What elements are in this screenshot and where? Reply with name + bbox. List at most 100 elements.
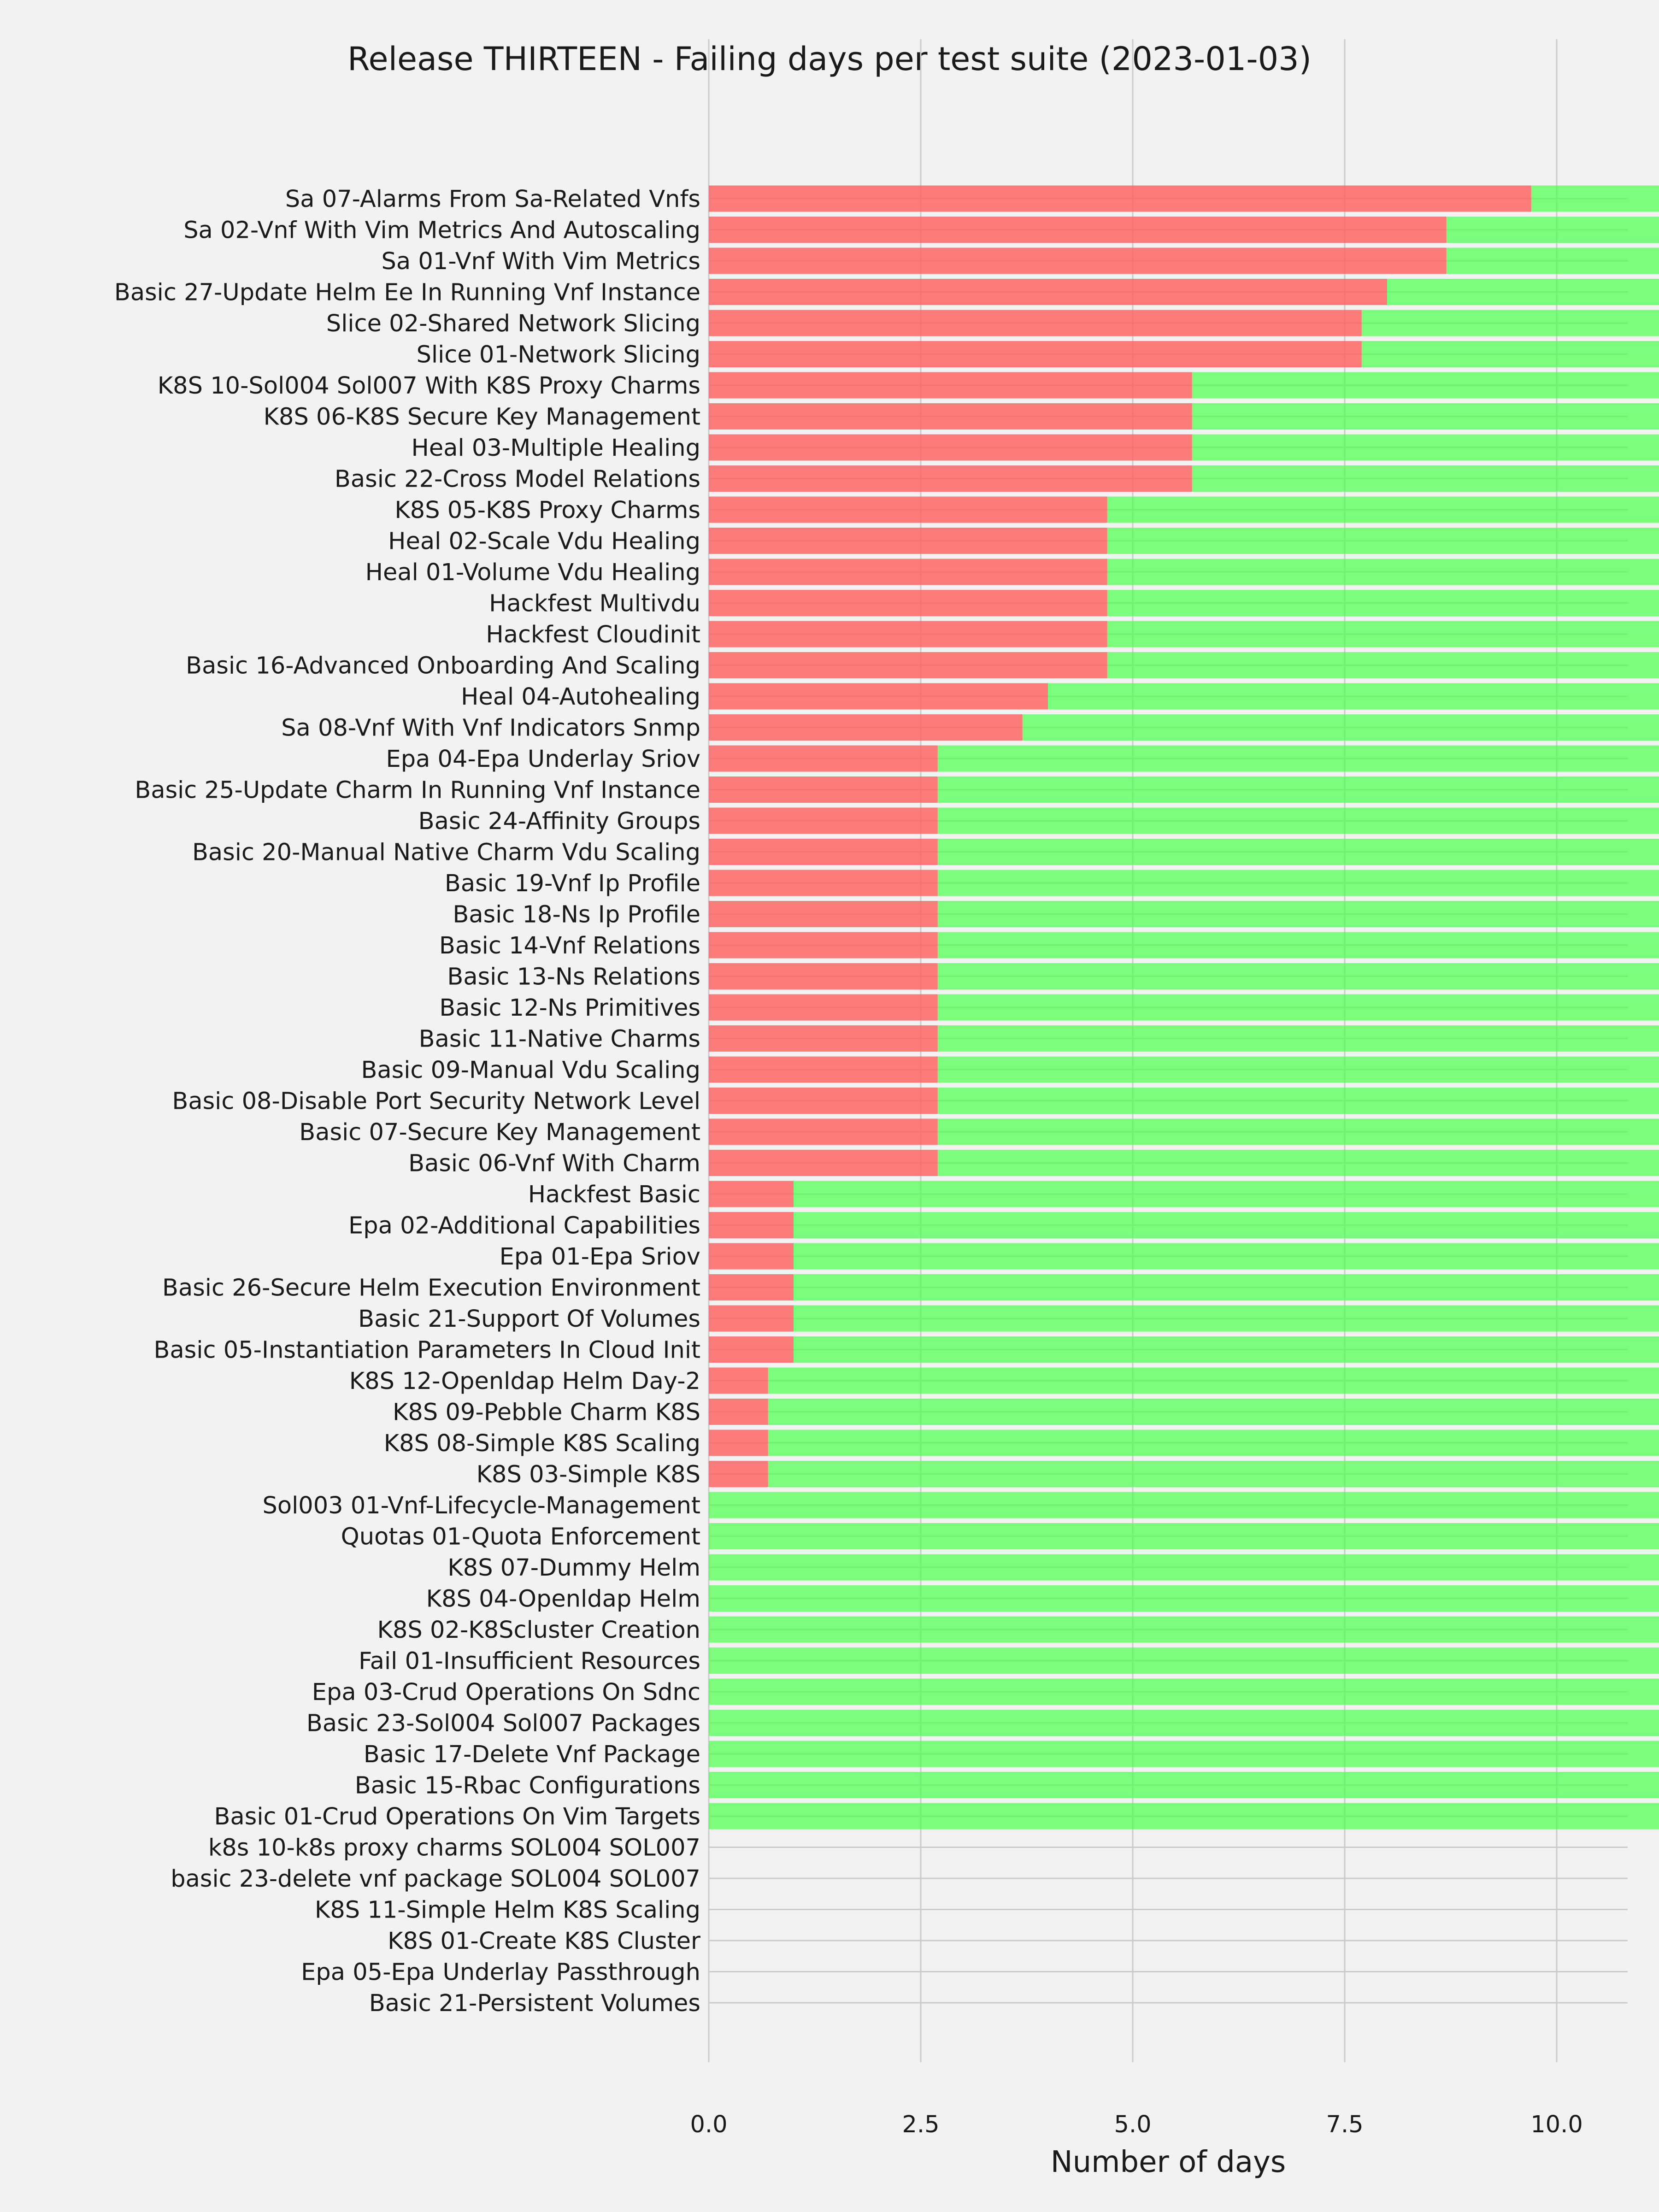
- category-label: basic 23-delete vnf package SOL004 SOL00…: [171, 1865, 700, 1893]
- category-label: Basic 15-Rbac Configurations: [355, 1772, 700, 1800]
- bar-passing: [709, 1554, 1659, 1581]
- bar-failing: [709, 994, 938, 1021]
- category-label: Basic 25-Update Charm In Running Vnf Ins…: [135, 777, 700, 804]
- bar-passing: [709, 1678, 1659, 1705]
- category-label: Heal 02-Scale Vdu Healing: [388, 528, 700, 555]
- bar-passing: [937, 1118, 1659, 1145]
- category-label: Basic 01-Crud Operations On Vim Targets: [214, 1803, 700, 1830]
- bar-failing: [709, 1305, 794, 1332]
- bar-passing: [794, 1305, 1659, 1332]
- bar-passing: [937, 807, 1659, 834]
- bar-passing: [709, 1710, 1659, 1736]
- bar-passing: [937, 839, 1659, 865]
- category-label: Hackfest Cloudinit: [486, 621, 700, 648]
- category-label: Basic 20-Manual Native Charm Vdu Scaling: [192, 839, 700, 866]
- category-label: K8S 12-Openldap Helm Day-2: [349, 1368, 700, 1395]
- bar-failing: [709, 963, 938, 989]
- bar-passing: [1107, 621, 1659, 647]
- category-label: K8S 10-Sol004 Sol007 With K8S Proxy Char…: [158, 372, 700, 400]
- category-label: Basic 14-Vnf Relations: [439, 932, 700, 959]
- bar-passing: [937, 994, 1659, 1021]
- bar-failing: [709, 341, 1362, 367]
- bar-failing: [709, 310, 1362, 336]
- category-label: Epa 03-Crud Operations On Sdnc: [312, 1679, 700, 1706]
- bar-passing: [1446, 247, 1659, 274]
- category-label: K8S 04-Openldap Helm: [426, 1586, 700, 1613]
- bar-failing: [709, 714, 1023, 741]
- bar-passing: [794, 1212, 1659, 1238]
- bar-failing: [709, 1118, 938, 1145]
- bar-passing: [768, 1399, 1659, 1425]
- bar-passing: [1107, 590, 1659, 616]
- bar-failing: [709, 745, 938, 772]
- category-label: Basic 06-Vnf With Charm: [408, 1150, 700, 1177]
- category-label: Basic 07-Secure Key Management: [299, 1119, 700, 1146]
- category-label: K8S 05-K8S Proxy Charms: [394, 497, 700, 524]
- bar-failing: [709, 372, 1192, 399]
- bar-passing: [709, 1616, 1659, 1643]
- bar-failing: [709, 1181, 794, 1207]
- bar-failing: [709, 185, 1531, 212]
- chart-title: Release THIRTEEN - Failing days per test…: [347, 40, 1312, 78]
- bar-failing: [709, 1025, 938, 1052]
- bar-passing: [1192, 403, 1659, 429]
- category-label: Sa 02-Vnf With Vim Metrics And Autoscali…: [183, 217, 700, 244]
- bar-passing: [768, 1461, 1659, 1487]
- category-label: Basic 21-Persistent Volumes: [369, 1990, 700, 2017]
- category-label: Basic 24-Affinity Groups: [418, 808, 700, 835]
- category-label: Epa 04-Epa Underlay Sriov: [386, 746, 701, 773]
- category-label: K8S 01-Create K8S Cluster: [388, 1928, 700, 1955]
- bar-passing: [1192, 434, 1659, 461]
- bar-passing: [1361, 310, 1659, 336]
- category-label: Basic 23-Sol004 Sol007 Packages: [306, 1710, 700, 1737]
- category-label: Basic 16-Advanced Onboarding And Scaling: [186, 653, 700, 680]
- bars: [709, 185, 1659, 1830]
- x-tick-label: 7.5: [1326, 2111, 1363, 2138]
- bar-passing: [1531, 185, 1659, 212]
- category-label: k8s 10-k8s proxy charms SOL004 SOL007: [208, 1835, 700, 1862]
- category-label: K8S 07-Dummy Helm: [447, 1554, 700, 1582]
- category-label: Basic 17-Delete Vnf Package: [364, 1741, 700, 1768]
- bar-passing: [1192, 372, 1659, 399]
- bar-failing: [709, 839, 938, 865]
- bar-passing: [1048, 683, 1659, 710]
- category-label: Hackfest Basic: [528, 1181, 700, 1208]
- bar-passing: [768, 1367, 1659, 1394]
- bar-passing: [709, 1647, 1659, 1674]
- x-tick-label: 5.0: [1114, 2111, 1151, 2138]
- category-label: K8S 08-Simple K8S Scaling: [384, 1430, 700, 1457]
- bar-passing: [937, 901, 1659, 927]
- category-label: Heal 04-Autohealing: [461, 683, 700, 711]
- bar-passing: [937, 1025, 1659, 1052]
- category-label: Epa 01-Epa Sriov: [500, 1243, 700, 1271]
- bar-passing: [1022, 714, 1659, 741]
- x-tick-label: 10.0: [1530, 2111, 1583, 2138]
- bar-failing: [709, 1243, 794, 1270]
- category-label: Epa 02-Additional Capabilities: [348, 1212, 700, 1240]
- bar-failing: [709, 434, 1192, 461]
- category-label: Basic 18-Ns Ip Profile: [453, 901, 700, 929]
- bar-failing: [709, 1430, 768, 1456]
- category-label: K8S 02-K8Scluster Creation: [377, 1617, 700, 1644]
- category-label: Epa 05-Epa Underlay Passthrough: [301, 1959, 700, 1986]
- bar-failing: [709, 217, 1447, 243]
- bar-failing: [709, 559, 1107, 585]
- category-label: Sa 01-Vnf With Vim Metrics: [382, 248, 700, 275]
- x-tick-labels: 0.02.55.07.510.012.515.017.520.0: [690, 2111, 1583, 2138]
- bar-failing: [709, 1399, 768, 1425]
- bar-passing: [937, 777, 1659, 803]
- bar-failing: [709, 683, 1048, 710]
- bar-passing: [794, 1181, 1659, 1207]
- bar-passing: [937, 870, 1659, 896]
- bar-failing: [709, 807, 938, 834]
- category-labels: Sa 07-Alarms From Sa-Related Vnfs Sa 02-V…: [114, 186, 700, 2017]
- category-label: Slice 01-Network Slicing: [417, 341, 700, 369]
- category-label: Hackfest Multivdu: [489, 590, 700, 618]
- bar-failing: [709, 496, 1107, 523]
- category-label: Basic 08-Disable Port Security Network L…: [172, 1088, 700, 1115]
- category-label: Basic 11-Native Charms: [419, 1026, 700, 1053]
- bar-passing: [937, 1056, 1659, 1083]
- bar-failing: [709, 777, 938, 803]
- category-label: Sol003 01-Vnf-Lifecycle-Management: [263, 1492, 700, 1519]
- bar-passing: [1107, 652, 1659, 678]
